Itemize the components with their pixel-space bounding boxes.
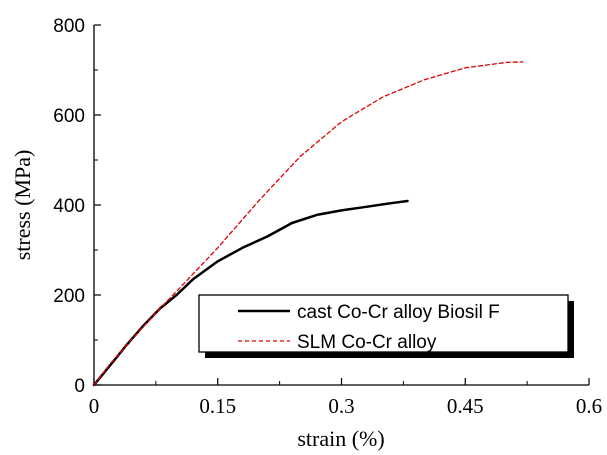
x-tick-label: 0.45 [447,394,484,418]
x-tick-label: 0.6 [576,394,602,418]
axis-ticks: 0 0.15 0.3 0.45 0.6 0 200 400 600 800 [53,16,602,418]
series-line-slm [93,61,524,386]
x-tick-label: 0.3 [328,394,354,418]
y-tick-label: 0 [74,376,85,397]
plot-area: 0 0.15 0.3 0.45 0.6 0 200 400 600 800 [53,16,602,418]
legend-label-slm: SLM Co-Cr alloy [297,332,437,353]
series-layer [92,61,524,387]
y-axis-title: stress (MPa) [10,150,35,261]
legend: cast Co-Cr alloy Biosil F SLM Co-Cr allo… [198,294,574,358]
y-tick-label: 200 [53,286,85,307]
y-tick-label: 800 [53,16,85,37]
x-axis-title: strain (%) [297,426,384,451]
legend-box [198,294,569,353]
y-tick-label: 400 [53,196,85,217]
x-tick-label: 0 [89,394,100,418]
x-tick-label: 0.15 [199,394,236,418]
legend-label-cast: cast Co-Cr alloy Biosil F [297,302,500,323]
y-tick-label: 600 [53,106,85,127]
